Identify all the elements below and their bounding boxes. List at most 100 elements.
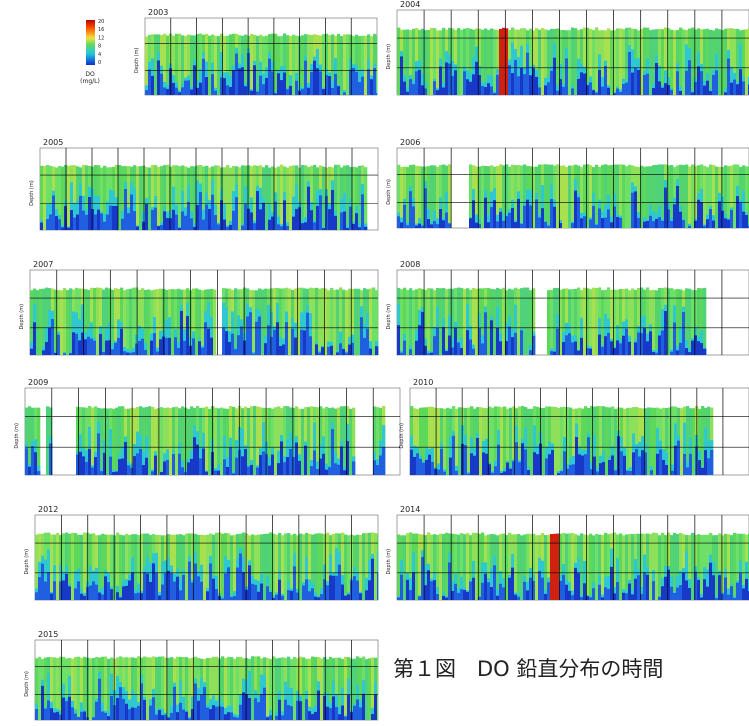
heat-cell	[57, 335, 60, 355]
heat-cell	[332, 576, 335, 600]
heat-cell	[577, 197, 580, 228]
heat-cell	[331, 88, 334, 95]
heat-cell	[592, 588, 595, 600]
heat-cell	[252, 290, 255, 355]
heat-cell	[358, 227, 361, 230]
heat-cell	[220, 408, 223, 475]
heat-cell	[523, 74, 526, 95]
heat-cell	[434, 469, 437, 475]
heat-cell	[107, 582, 110, 600]
heat-cell	[463, 71, 466, 95]
heat-cell	[236, 568, 239, 600]
heat-cell	[533, 452, 536, 475]
heat-cell	[55, 216, 58, 230]
heat-cell	[694, 335, 697, 355]
heat-cell	[241, 67, 244, 95]
heat-cell	[336, 290, 339, 355]
heat-cell	[649, 534, 652, 600]
heat-cell	[643, 75, 646, 95]
heat-cell	[353, 706, 356, 720]
heat-cell	[337, 165, 340, 230]
heat-cell	[220, 77, 223, 95]
heat-cell	[703, 166, 706, 228]
heat-cell	[181, 467, 184, 475]
heat-cell	[238, 68, 241, 95]
heat-cell	[215, 589, 218, 600]
heat-cell	[445, 598, 448, 600]
heat-cell	[511, 73, 514, 95]
heat-cell	[217, 224, 220, 230]
heat-cell	[412, 84, 415, 95]
heat-cell	[227, 712, 230, 720]
heat-cell	[293, 566, 296, 600]
heat-cell	[517, 76, 520, 95]
heat-cell	[65, 574, 68, 600]
heat-cell	[347, 535, 350, 600]
heat-cell	[266, 717, 269, 720]
heat-cell	[545, 458, 548, 475]
heat-cell	[352, 224, 355, 230]
heat-cell	[202, 448, 205, 475]
heat-cell	[655, 290, 658, 355]
heat-cell	[418, 596, 421, 600]
heat-cell	[85, 462, 88, 475]
heat-cell	[349, 409, 352, 475]
heat-cell	[611, 455, 614, 475]
heat-cell	[658, 535, 661, 600]
heat-cell	[652, 88, 655, 95]
heat-cell	[257, 702, 260, 720]
heat-cell	[671, 471, 674, 475]
heat-cell	[77, 581, 80, 600]
heat-cell	[694, 572, 697, 600]
heat-cell	[334, 216, 337, 230]
axis-label: Depth (m)	[29, 180, 35, 206]
heat-cell	[454, 584, 457, 600]
heat-cell	[589, 349, 592, 355]
heat-cell	[199, 83, 202, 95]
heat-cell	[286, 226, 289, 230]
heat-cell	[183, 341, 186, 355]
heat-cell	[163, 87, 166, 95]
heat-cell	[286, 457, 289, 475]
heat-cell	[97, 210, 100, 230]
heat-cell	[688, 588, 691, 600]
caption: 第１図 DO 鉛直分布の時間	[393, 657, 663, 681]
heat-cell	[512, 461, 515, 475]
heat-cell	[103, 453, 106, 475]
heat-cell	[113, 535, 116, 600]
heat-cell	[100, 408, 103, 475]
panel: 2012Depth (m)	[24, 505, 378, 600]
heat-cell	[335, 707, 338, 720]
heat-cell	[703, 579, 706, 600]
heat-cell	[575, 437, 578, 475]
heat-cell	[502, 221, 505, 228]
heat-cell	[500, 407, 503, 475]
heat-cell	[69, 288, 72, 355]
heat-cell	[289, 449, 292, 475]
heat-cell	[125, 704, 128, 720]
heat-cell	[601, 347, 604, 355]
heat-cell	[230, 597, 233, 600]
heat-cell	[403, 341, 406, 355]
heat-cell	[499, 29, 502, 95]
heat-cell	[733, 164, 736, 228]
heat-cell	[625, 329, 628, 355]
heat-cell	[94, 457, 97, 475]
heat-cell	[292, 217, 295, 230]
heat-cell	[418, 534, 421, 600]
heat-cell	[565, 585, 568, 600]
heat-cell	[223, 78, 226, 95]
heat-cell	[415, 534, 418, 600]
heat-cell	[523, 288, 526, 355]
heat-cell	[739, 203, 742, 228]
heat-cell	[226, 467, 229, 475]
heat-cell	[269, 715, 272, 720]
heat-cell	[292, 35, 295, 95]
heat-cell	[397, 325, 400, 355]
heat-cell	[82, 211, 85, 230]
heat-cell	[530, 409, 533, 475]
heat-cell	[221, 598, 224, 600]
heat-cell	[286, 168, 289, 230]
heat-cell	[83, 596, 86, 600]
heat-cell	[117, 338, 120, 355]
